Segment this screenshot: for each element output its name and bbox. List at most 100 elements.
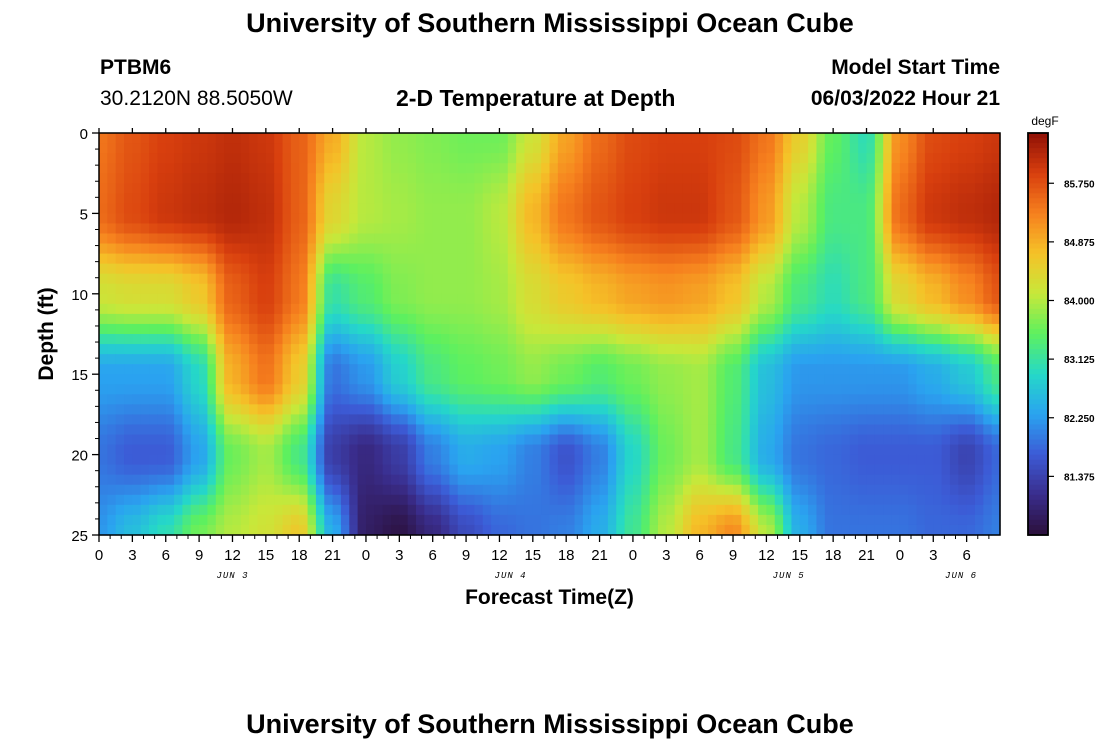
heatmap-cell bbox=[649, 253, 659, 265]
heatmap-cell bbox=[474, 404, 484, 415]
heatmap-cell bbox=[457, 203, 467, 214]
heatmap-cell bbox=[691, 504, 701, 516]
heatmap-cell bbox=[908, 193, 918, 204]
heatmap-cell bbox=[791, 364, 801, 375]
heatmap-cell bbox=[791, 384, 801, 395]
heatmap-cell bbox=[674, 183, 684, 194]
heatmap-cell bbox=[591, 394, 601, 405]
heatmap-cell bbox=[741, 283, 751, 295]
heatmap-cell bbox=[190, 444, 200, 456]
heatmap-cell bbox=[574, 464, 584, 476]
heatmap-cell bbox=[249, 494, 259, 506]
heatmap-cell bbox=[416, 334, 425, 345]
heatmap-cell bbox=[307, 203, 317, 214]
heatmap-cell bbox=[858, 193, 868, 204]
heatmap-cell bbox=[232, 514, 242, 526]
heatmap-cell bbox=[833, 223, 843, 235]
heatmap-cell bbox=[616, 404, 626, 415]
heatmap-cell bbox=[507, 273, 517, 285]
heatmap-cell bbox=[215, 424, 225, 436]
heatmap-cell bbox=[432, 303, 442, 315]
heatmap-cell bbox=[491, 293, 501, 305]
heatmap-cell bbox=[833, 283, 843, 295]
heatmap-cell bbox=[924, 454, 934, 466]
heatmap-cell bbox=[182, 273, 192, 285]
heatmap-cell bbox=[274, 474, 284, 486]
heatmap-cell bbox=[924, 504, 934, 516]
heatmap-cell bbox=[883, 263, 893, 275]
heatmap-cell bbox=[557, 374, 567, 385]
heatmap-cell bbox=[933, 153, 943, 164]
heatmap-cell bbox=[140, 444, 150, 456]
heatmap-cell bbox=[416, 133, 425, 144]
heatmap-cell bbox=[841, 173, 851, 184]
heatmap-cell bbox=[641, 474, 651, 486]
heatmap-cell bbox=[699, 354, 709, 365]
heatmap-cell bbox=[457, 394, 467, 405]
heatmap-cell bbox=[916, 183, 926, 194]
heatmap-cell bbox=[891, 374, 901, 385]
heatmap-cell bbox=[299, 444, 309, 456]
heatmap-cell bbox=[691, 203, 701, 214]
heatmap-cell bbox=[816, 213, 826, 225]
heatmap-cell bbox=[432, 454, 442, 466]
heatmap-cell bbox=[783, 153, 793, 164]
heatmap-cell bbox=[532, 484, 542, 496]
heatmap-cell bbox=[390, 303, 400, 315]
colorbar-segment bbox=[1028, 283, 1048, 290]
heatmap-cell bbox=[257, 454, 267, 466]
heatmap-cell bbox=[858, 283, 868, 295]
heatmap-cell bbox=[199, 354, 209, 365]
heatmap-cell bbox=[883, 404, 893, 415]
heatmap-cell bbox=[708, 273, 717, 285]
heatmap-cell bbox=[99, 454, 108, 466]
heatmap-cell bbox=[908, 424, 918, 436]
heatmap-cell bbox=[599, 494, 609, 506]
heatmap-cell bbox=[215, 273, 225, 285]
heatmap-cell bbox=[599, 183, 609, 194]
heatmap-cell bbox=[866, 504, 876, 516]
heatmap-cell bbox=[874, 163, 884, 174]
heatmap-cell bbox=[607, 263, 617, 275]
heatmap-cell bbox=[407, 364, 417, 375]
heatmap-cell bbox=[916, 133, 926, 144]
heatmap-cell bbox=[699, 313, 709, 325]
heatmap-cell bbox=[190, 354, 200, 365]
heatmap-cell bbox=[190, 384, 200, 395]
heatmap-cell bbox=[190, 173, 200, 184]
heatmap-cell bbox=[682, 354, 692, 365]
heatmap-cell bbox=[866, 253, 876, 265]
heatmap-cell bbox=[499, 203, 509, 214]
heatmap-cell bbox=[332, 253, 342, 265]
heatmap-cell bbox=[357, 354, 367, 365]
heatmap-cell bbox=[491, 424, 501, 436]
heatmap-cell bbox=[582, 143, 592, 154]
heatmap-cell bbox=[257, 233, 267, 245]
heatmap-cell bbox=[232, 354, 242, 365]
heatmap-cell bbox=[833, 384, 843, 395]
heatmap-cell bbox=[874, 374, 884, 385]
heatmap-cell bbox=[399, 424, 409, 436]
heatmap-cell bbox=[265, 524, 275, 536]
heatmap-cell bbox=[599, 434, 609, 446]
heatmap-cell bbox=[899, 424, 909, 436]
heatmap-cell bbox=[641, 283, 651, 295]
heatmap-cell bbox=[207, 133, 217, 144]
heatmap-cell bbox=[441, 354, 450, 365]
heatmap-cell bbox=[716, 203, 726, 214]
heatmap-cell bbox=[616, 183, 626, 194]
heatmap-cell bbox=[107, 143, 117, 154]
heatmap-cell bbox=[899, 404, 909, 415]
heatmap-cell bbox=[382, 374, 392, 385]
heatmap-cell bbox=[933, 223, 943, 235]
heatmap-cell bbox=[232, 183, 242, 194]
heatmap-cell bbox=[307, 213, 317, 225]
heatmap-cell bbox=[499, 253, 509, 265]
heatmap-cell bbox=[541, 133, 551, 144]
heatmap-cell bbox=[399, 153, 409, 164]
heatmap-cell bbox=[624, 434, 634, 446]
heatmap-cell bbox=[99, 364, 108, 375]
heatmap-cell bbox=[766, 344, 776, 355]
heatmap-cell bbox=[691, 524, 701, 536]
heatmap-cell bbox=[365, 394, 375, 405]
